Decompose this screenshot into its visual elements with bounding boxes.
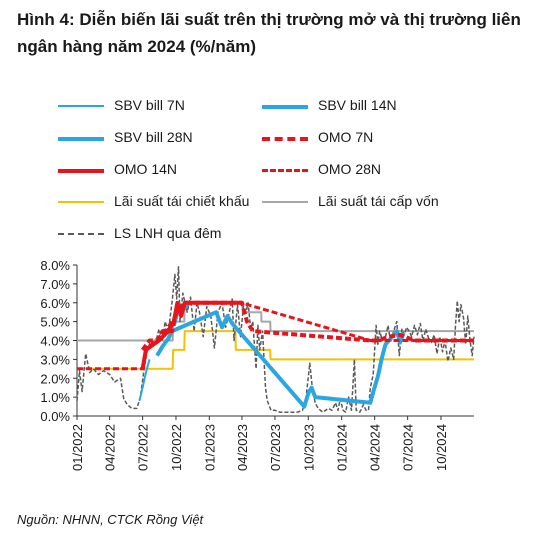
chart-axes: 0.0% 1.0% 2.0% 3.0% 4.0% 5.0% 6.0% 7.0% 8.0% 01/2…	[40, 258, 474, 471]
series-line-sbv-bill-7n	[138, 359, 151, 402]
legend-item: OMO 28N	[262, 160, 502, 180]
legend-label: Lãi suất tái chiết khấu	[114, 193, 250, 209]
y-tick-label: 3.0%	[40, 352, 70, 367]
legend-item: SBV bill 14N	[262, 96, 502, 116]
legend-swatch	[58, 201, 104, 203]
x-tick-label: 07/2024	[401, 424, 416, 471]
y-tick-label: 6.0%	[40, 296, 70, 311]
y-tick-label: 7.0%	[40, 277, 70, 292]
series-line-omo-28n	[77, 301, 474, 371]
legend-item: OMO 14N	[58, 160, 298, 180]
legend-swatch	[58, 105, 104, 107]
legend-label: SBV bill 28N	[114, 129, 193, 145]
series-line-lai-suat-tai-chiet-khau	[77, 330, 474, 370]
legend-label: SBV bill 14N	[318, 97, 397, 113]
chart-series	[76, 266, 475, 413]
series-line-omo-14n	[140, 300, 242, 370]
legend-item: SBV bill 28N	[58, 128, 298, 148]
legend-label: OMO 28N	[318, 161, 382, 177]
legend-label: LS LNH qua đêm	[114, 225, 222, 241]
legend-swatch	[262, 105, 308, 109]
y-tick-label: 0.0%	[40, 409, 70, 424]
y-tick-label: 1.0%	[40, 390, 70, 405]
legend-item: LS LNH qua đêm	[58, 224, 298, 244]
x-tick-label: 04/2022	[103, 424, 118, 471]
x-tick-label: 01/2024	[335, 424, 350, 471]
legend-label: OMO 14N	[114, 161, 178, 177]
legend-label: OMO 7N	[318, 129, 374, 145]
y-tick-label: 2.0%	[40, 371, 70, 386]
legend-label: Lãi suất tái cấp vốn	[318, 193, 439, 209]
legend-swatch	[58, 233, 104, 235]
y-tick-label: 4.0%	[40, 334, 70, 349]
x-tick-label: 07/2022	[136, 424, 151, 471]
legend-swatch	[262, 137, 308, 141]
source-note: Nguồn: NHNN, CTCK Rồng Việt	[17, 512, 204, 527]
legend-item: SBV bill 7N	[58, 96, 298, 116]
x-tick-label: 01/2023	[202, 424, 217, 471]
legend-item: Lãi suất tái cấp vốn	[262, 192, 502, 212]
x-tick-label: 07/2023	[268, 424, 283, 471]
legend-swatch	[262, 201, 308, 203]
chart-title: Hình 4: Diễn biến lãi suất trên thị trườ…	[17, 10, 521, 56]
x-tick-label: 10/2024	[434, 424, 449, 471]
legend-label: SBV bill 7N	[114, 97, 185, 113]
x-tick-label: 10/2023	[301, 424, 316, 471]
y-tick-label: 8.0%	[40, 258, 70, 273]
y-tick-label: 5.0%	[40, 315, 70, 330]
legend-swatch	[58, 169, 104, 173]
legend-swatch	[58, 137, 104, 141]
line-chart: 0.0% 1.0% 2.0% 3.0% 4.0% 5.0% 6.0% 7.0% 8.0% 01/2…	[40, 258, 475, 471]
legend-swatch	[262, 169, 308, 172]
x-tick-label: 04/2024	[368, 424, 383, 471]
x-tick-label: 01/2022	[70, 424, 85, 471]
x-tick-label: 10/2022	[169, 424, 184, 471]
legend-item: OMO 7N	[262, 128, 502, 148]
x-tick-label: 04/2023	[235, 424, 250, 471]
legend-item: Lãi suất tái chiết khấu	[58, 192, 298, 212]
